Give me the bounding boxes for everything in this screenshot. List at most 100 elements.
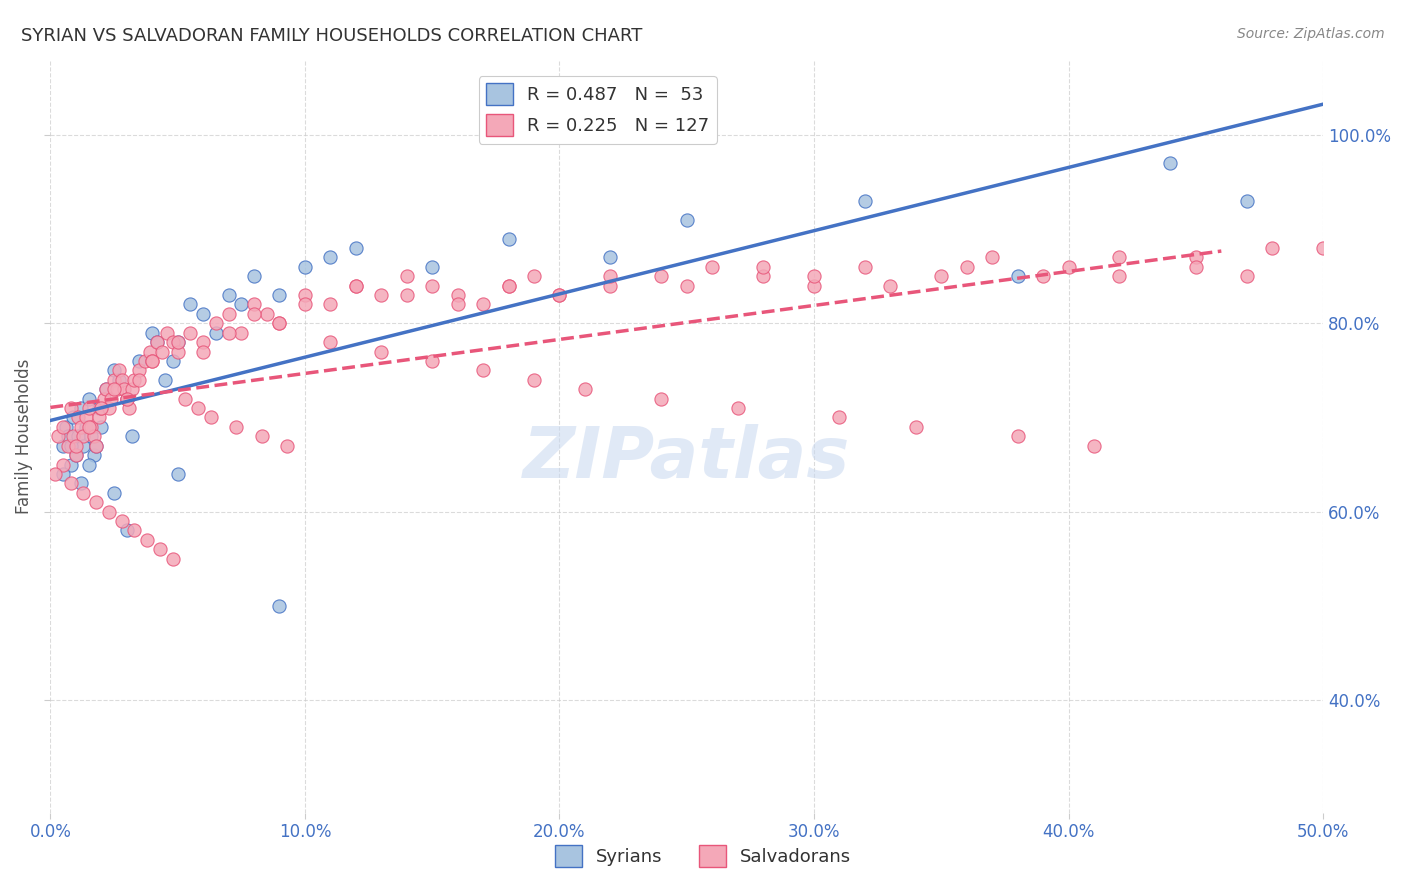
Point bbox=[67, 429, 90, 443]
Point bbox=[62, 410, 84, 425]
Point bbox=[141, 326, 163, 340]
Point bbox=[75, 420, 97, 434]
Point bbox=[243, 307, 266, 321]
Point bbox=[124, 373, 146, 387]
Point bbox=[70, 420, 93, 434]
Point bbox=[294, 297, 316, 311]
Point bbox=[1236, 269, 1258, 284]
Point bbox=[166, 335, 188, 350]
Point bbox=[179, 326, 201, 340]
Point bbox=[1007, 429, 1029, 443]
Point bbox=[523, 269, 546, 284]
Point bbox=[162, 551, 184, 566]
Point bbox=[727, 401, 749, 415]
Point bbox=[52, 458, 75, 472]
Point bbox=[191, 344, 214, 359]
Point bbox=[981, 251, 1004, 265]
Point bbox=[141, 354, 163, 368]
Point bbox=[67, 410, 90, 425]
Point bbox=[1108, 269, 1130, 284]
Point bbox=[929, 269, 952, 284]
Point bbox=[498, 278, 520, 293]
Point bbox=[1032, 269, 1054, 284]
Point bbox=[853, 194, 876, 208]
Point bbox=[599, 251, 621, 265]
Point bbox=[121, 382, 143, 396]
Point bbox=[1159, 156, 1181, 170]
Point bbox=[162, 354, 184, 368]
Point bbox=[77, 401, 100, 415]
Point bbox=[174, 392, 197, 406]
Point bbox=[675, 278, 697, 293]
Point bbox=[498, 231, 520, 245]
Point bbox=[179, 297, 201, 311]
Point bbox=[56, 429, 79, 443]
Point bbox=[395, 269, 418, 284]
Point bbox=[65, 448, 87, 462]
Point bbox=[446, 297, 468, 311]
Point bbox=[136, 533, 159, 547]
Point bbox=[115, 392, 138, 406]
Point bbox=[70, 401, 93, 415]
Point bbox=[523, 373, 546, 387]
Point bbox=[77, 392, 100, 406]
Point bbox=[72, 439, 94, 453]
Point bbox=[231, 326, 253, 340]
Point bbox=[650, 392, 672, 406]
Point bbox=[77, 420, 100, 434]
Point bbox=[256, 307, 278, 321]
Point bbox=[752, 260, 775, 274]
Text: SYRIAN VS SALVADORAN FAMILY HOUSEHOLDS CORRELATION CHART: SYRIAN VS SALVADORAN FAMILY HOUSEHOLDS C… bbox=[21, 27, 643, 45]
Point bbox=[472, 363, 495, 377]
Point bbox=[62, 429, 84, 443]
Point bbox=[90, 401, 112, 415]
Point bbox=[90, 401, 112, 415]
Point bbox=[205, 316, 228, 330]
Point bbox=[218, 288, 240, 302]
Point bbox=[65, 448, 87, 462]
Point bbox=[56, 439, 79, 453]
Point bbox=[96, 382, 118, 396]
Point bbox=[97, 505, 120, 519]
Point bbox=[395, 288, 418, 302]
Point bbox=[370, 288, 392, 302]
Point bbox=[75, 410, 97, 425]
Point bbox=[370, 344, 392, 359]
Point bbox=[276, 439, 298, 453]
Point bbox=[548, 288, 571, 302]
Point bbox=[1236, 194, 1258, 208]
Point bbox=[115, 392, 138, 406]
Point bbox=[52, 420, 75, 434]
Point bbox=[111, 514, 134, 528]
Point bbox=[149, 542, 172, 557]
Point bbox=[166, 467, 188, 481]
Point bbox=[80, 429, 103, 443]
Point bbox=[115, 392, 138, 406]
Point bbox=[128, 363, 150, 377]
Point bbox=[166, 344, 188, 359]
Point bbox=[250, 429, 273, 443]
Point bbox=[146, 335, 169, 350]
Point bbox=[96, 382, 118, 396]
Point bbox=[1185, 260, 1208, 274]
Point bbox=[218, 326, 240, 340]
Point bbox=[420, 260, 443, 274]
Point bbox=[956, 260, 979, 274]
Point bbox=[498, 278, 520, 293]
Point bbox=[243, 269, 266, 284]
Point bbox=[72, 429, 94, 443]
Point bbox=[108, 363, 131, 377]
Point bbox=[138, 344, 160, 359]
Point bbox=[52, 467, 75, 481]
Point bbox=[70, 476, 93, 491]
Point bbox=[803, 278, 825, 293]
Point bbox=[1083, 439, 1105, 453]
Point bbox=[87, 401, 110, 415]
Point bbox=[344, 278, 367, 293]
Point bbox=[752, 269, 775, 284]
Point bbox=[702, 260, 724, 274]
Point bbox=[191, 335, 214, 350]
Text: ZIPatlas: ZIPatlas bbox=[523, 425, 851, 493]
Legend: Syrians, Salvadorans: Syrians, Salvadorans bbox=[547, 838, 859, 874]
Text: Source: ZipAtlas.com: Source: ZipAtlas.com bbox=[1237, 27, 1385, 41]
